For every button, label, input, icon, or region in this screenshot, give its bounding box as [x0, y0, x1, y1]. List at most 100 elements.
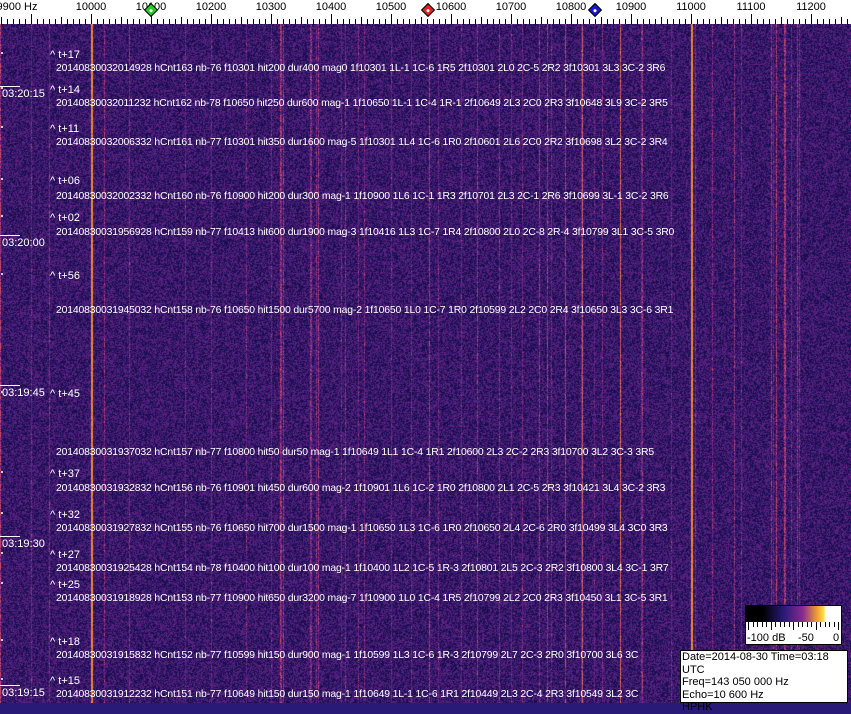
x-tick [565, 19, 566, 24]
colorbar-label-max: 0 [833, 632, 840, 644]
x-tick [223, 19, 224, 24]
x-tick [37, 19, 38, 24]
x-tick [523, 19, 524, 24]
colorbar-tick [779, 622, 781, 627]
x-tick [97, 19, 98, 24]
x-tick [667, 19, 668, 24]
x-tick [409, 19, 410, 24]
x-tick [337, 19, 338, 24]
info-date: Date=2014-08-30 Time=03:18 UTC [682, 651, 829, 676]
x-tick [823, 19, 824, 24]
x-tick [775, 19, 776, 24]
x-tick [121, 17, 122, 24]
event-mark [1, 512, 3, 514]
x-tick [559, 19, 560, 24]
x-tick [577, 19, 578, 24]
x-tick [403, 19, 404, 24]
event-mark [1, 52, 3, 54]
x-tick [421, 17, 422, 24]
x-tick-label: 10200 [195, 1, 227, 13]
x-tick [373, 19, 374, 24]
info-freq: Freq=143 050 000 Hz [682, 676, 789, 688]
x-tick [205, 19, 206, 24]
x-tick [685, 19, 686, 24]
time-tick-label: 03:20:15 [2, 88, 45, 100]
time-tick-line [0, 385, 20, 386]
event-detection-line: 20140830031918928 hCnt153 nb-77 f10900 h… [56, 593, 668, 604]
x-tick [7, 19, 8, 24]
colorbar-tick [838, 622, 839, 630]
x-tick [661, 17, 662, 24]
x-tick [733, 19, 734, 24]
colorbar-tick [775, 622, 776, 627]
x-tick [19, 19, 20, 24]
event-mark [1, 678, 3, 680]
colorbar-tick [829, 622, 830, 627]
event-offset-label: ^ t+45 [50, 388, 80, 400]
x-tick [829, 19, 830, 24]
frequency-marker[interactable] [421, 2, 436, 18]
time-tick-label: 03:20:00 [2, 237, 45, 249]
x-tick [151, 14, 152, 24]
event-detection-line: 20140830031915832 hCnt152 nb-77 f10599 h… [56, 650, 639, 661]
x-tick [31, 14, 32, 24]
x-tick [85, 19, 86, 24]
x-tick [481, 17, 482, 24]
event-mark [1, 178, 3, 180]
event-offset-label: ^ t+27 [50, 549, 80, 561]
x-tick [499, 19, 500, 24]
x-tick [145, 19, 146, 24]
event-offset-label: ^ t+15 [50, 675, 80, 687]
event-offset-label: ^ t+14 [50, 84, 80, 96]
colorbar-tick [833, 622, 835, 627]
x-tick [235, 19, 236, 24]
event-detection-line: 20140830031925428 hCnt154 nb-78 f10400 h… [56, 563, 669, 574]
x-tick [265, 19, 266, 24]
x-tick [445, 19, 446, 24]
x-tick [799, 19, 800, 24]
x-tick [217, 19, 218, 24]
frequency-marker[interactable] [587, 2, 603, 18]
x-tick [679, 19, 680, 24]
x-tick [751, 14, 752, 24]
event-mark [1, 471, 3, 473]
colorbar-tick [824, 622, 826, 627]
event-offset-label: ^ t+17 [50, 49, 80, 61]
info-echo: Echo=10 600 Hz [682, 688, 764, 701]
x-tick [139, 19, 140, 24]
colorbar-legend: -100 dB -50 0 [745, 605, 842, 645]
x-tick [589, 19, 590, 24]
event-detection-line: 20140830031937032 hCnt157 nb-77 f10800 h… [56, 447, 654, 458]
x-tick [535, 19, 536, 24]
x-tick [397, 19, 398, 24]
x-tick-label: 11200 [796, 1, 826, 13]
event-detection-line: 20140830032014928 hCnt163 nb-76 f10301 h… [56, 63, 666, 74]
event-offset-label: ^ t+25 [50, 579, 80, 591]
x-tick [229, 19, 230, 24]
event-mark [1, 391, 3, 393]
event-mark [1, 582, 3, 584]
x-tick [259, 19, 260, 24]
x-tick-label: 10400 [315, 1, 347, 13]
x-tick [451, 14, 452, 24]
x-tick [361, 17, 362, 24]
time-tick-line [0, 235, 20, 236]
colorbar-tick [766, 622, 767, 627]
x-tick [349, 19, 350, 24]
event-mark [1, 639, 3, 641]
frequency-axis: 9900 Hz100001010010200103001040010500106… [0, 0, 851, 24]
x-tick [787, 19, 788, 24]
x-tick-label: 10300 [255, 1, 287, 13]
x-tick [463, 19, 464, 24]
x-tick [415, 19, 416, 24]
x-tick [55, 19, 56, 24]
x-tick [301, 17, 302, 24]
x-tick [511, 14, 512, 24]
x-tick [607, 19, 608, 24]
x-tick [433, 19, 434, 24]
x-tick [307, 19, 308, 24]
spectrogram-waterfall [0, 24, 851, 703]
event-mark [1, 87, 3, 89]
x-tick [541, 17, 542, 24]
x-tick [193, 19, 194, 24]
